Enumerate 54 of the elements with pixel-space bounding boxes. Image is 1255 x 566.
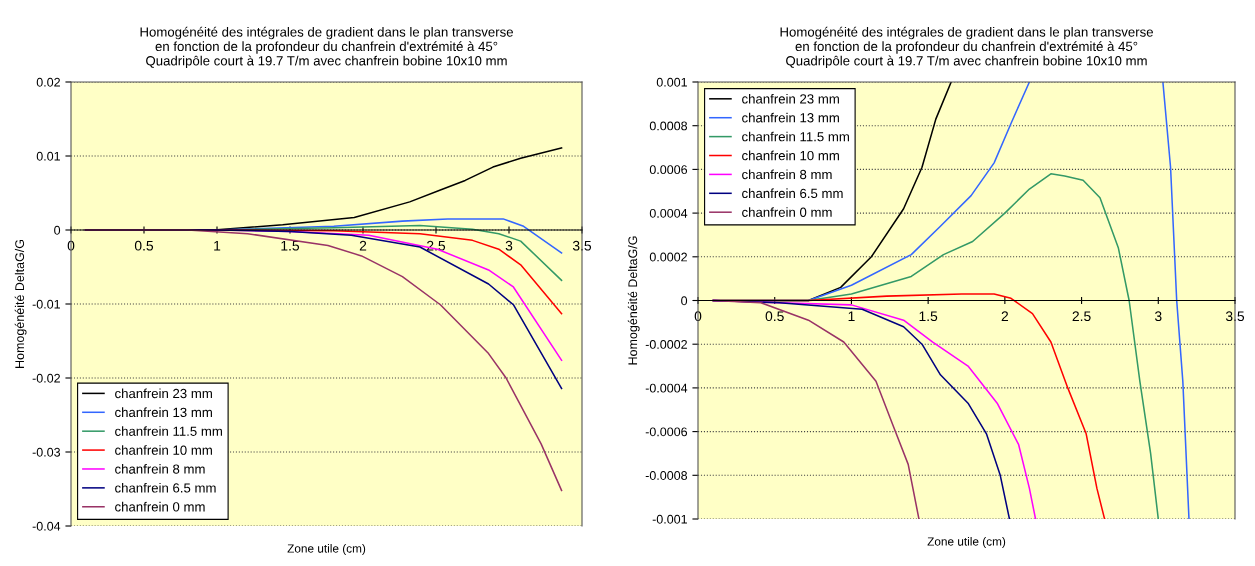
chart-title: Homogénéité des intégrales de gradient dans le plan transverse en fonction de la profondeur du chanfrein d'extrémité à 45° Quadripôle court à 19.7 T/m avec chanfrein bobine 10x10 mm <box>140 26 513 69</box>
x-tick-label: 1.5 <box>919 311 938 322</box>
x-tick-label: 3 <box>1154 311 1162 322</box>
y-tick-label: -0.0006 <box>645 427 688 437</box>
y-tick-label: -0.03 <box>32 447 61 457</box>
y-tick-label: 0.0006 <box>649 165 688 175</box>
x-axis-title: Zone utile (cm) <box>927 537 1006 548</box>
x-tick-label: 2 <box>359 240 367 251</box>
y-tick-label: 0 <box>54 225 61 235</box>
legend-label: chanfrein 0 mm <box>115 501 205 512</box>
y-tick-label: -0.04 <box>32 521 61 531</box>
x-axis-title: Zone utile (cm) <box>287 544 366 555</box>
y-tick-label: 0.0002 <box>649 252 687 262</box>
y-tick-label: 0.0004 <box>649 208 688 218</box>
x-tick-label: 3.5 <box>572 240 592 251</box>
x-tick-label: 2.5 <box>1072 311 1091 322</box>
x-tick-label: 3 <box>505 240 513 251</box>
y-tick-label: 0 <box>681 296 688 306</box>
y-tick-label: -0.01 <box>32 299 60 309</box>
y-tick-label: 0.02 <box>36 77 60 87</box>
legend-label: chanfrein 11.5 mm <box>115 426 222 436</box>
y-axis-title: Homogénéité DeltaG/G <box>14 239 27 368</box>
x-tick-label: 0.5 <box>765 311 784 322</box>
x-tick-label: 1 <box>214 240 221 251</box>
x-tick-label: 3.5 <box>1225 311 1245 322</box>
legend-label: chanfrein 23 mm <box>742 93 839 104</box>
legend-label: chanfrein 10 mm <box>115 445 212 455</box>
y-axis-title: Homogénéité DeltaG/G <box>627 236 640 365</box>
x-tick-label: 0.5 <box>134 240 154 251</box>
x-tick-label: 1 <box>848 311 855 321</box>
legend-label: chanfrein 8 mm <box>742 169 832 180</box>
x-tick-label: 0 <box>694 311 702 322</box>
chart-title: Homogénéité des intégrales de gradient dans le plan transverse en fonction de la profondeur du chanfrein d'extrémité à 45° Quadripôle court à 19.7 T/m avec chanfrein bobine 10x10 mm <box>780 26 1153 69</box>
legend-label: chanfrein 13 mm <box>742 112 839 123</box>
legend-label: chanfrein 23 mm <box>115 388 212 399</box>
x-tick-label: 0 <box>67 240 75 251</box>
x-tick-label: 2 <box>1001 311 1009 321</box>
y-tick-label: -0.001 <box>652 514 687 524</box>
y-tick-label: -0.0004 <box>645 383 688 393</box>
legend-label: chanfrein 11.5 mm <box>742 131 849 142</box>
y-tick-label: -0.0002 <box>645 340 687 349</box>
y-tick-label: 0.001 <box>656 77 687 87</box>
legend-label: chanfrein 10 mm <box>742 150 839 161</box>
legend-label: chanfrein 6.5 mm <box>742 188 843 199</box>
legend-label: chanfrein 13 mm <box>115 407 212 418</box>
y-tick-label: -0.02 <box>32 373 60 383</box>
legend-label: chanfrein 8 mm <box>115 464 205 474</box>
y-tick-label: -0.0008 <box>645 471 688 480</box>
y-tick-label: 0.01 <box>36 151 60 161</box>
y-tick-label: 0.0008 <box>649 121 688 131</box>
legend-label: chanfrein 6.5 mm <box>115 482 216 493</box>
legend-label: chanfrein 0 mm <box>742 207 832 217</box>
x-tick-label: 1.5 <box>281 240 300 251</box>
x-tick-label: 2.5 <box>427 240 446 251</box>
